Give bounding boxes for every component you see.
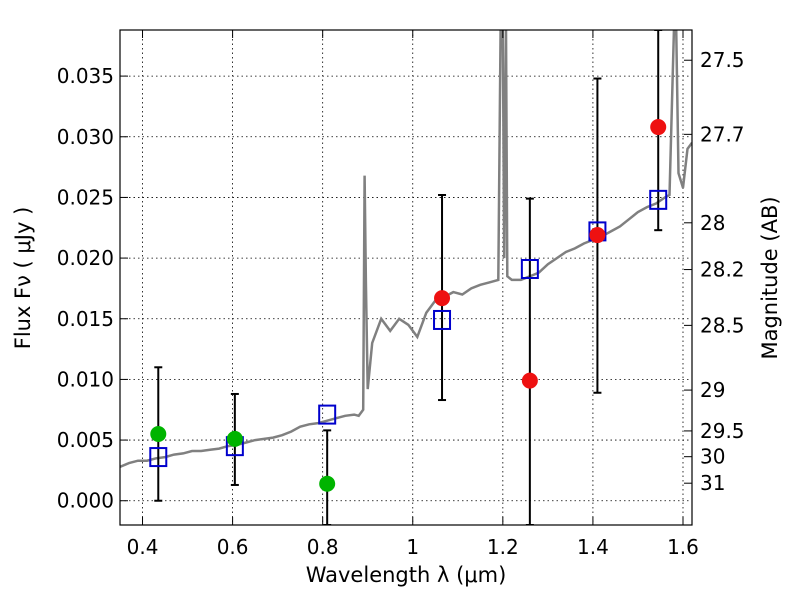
green-point — [150, 426, 167, 443]
y-tick-label: 0.035 — [57, 64, 114, 88]
red-point — [434, 290, 451, 307]
y-tick-label: 0.030 — [57, 125, 114, 149]
spectrum-line — [120, 30, 692, 468]
y2-tick-label: 28 — [700, 211, 725, 235]
x-tick-label: 1.2 — [487, 535, 519, 559]
x-axis-label: Wavelength λ (μm) — [306, 563, 507, 587]
plot-frame — [119, 29, 693, 526]
y-tick-label: 0.025 — [57, 185, 114, 209]
y2-tick-label: 29.5 — [700, 419, 745, 443]
red-point — [650, 119, 667, 136]
y-tick-label: 0.005 — [57, 428, 114, 452]
model-box — [318, 404, 337, 425]
y2-tick-label: 28.5 — [700, 313, 745, 337]
y2-tick-label: 31 — [700, 471, 725, 495]
photometry-points — [150, 119, 667, 492]
y2-tick-label: 28.2 — [700, 258, 745, 282]
y2-axis-label: Magnitude (AB) — [758, 196, 782, 359]
y-tick-label: 0.015 — [57, 307, 114, 331]
y-tick-label: 0.010 — [57, 367, 114, 391]
y-tick-label: 0.000 — [57, 489, 114, 513]
model-box — [149, 447, 168, 468]
plot-area — [120, 30, 692, 525]
green-point — [226, 430, 243, 447]
x-tick-label: 1.6 — [667, 535, 699, 559]
x-tick-label: 0.4 — [127, 535, 159, 559]
y-axis-label: Flux Fν ( μJy ) — [11, 207, 35, 350]
y2-tick-label: 27.7 — [700, 122, 745, 146]
y2-tick-label: 29 — [700, 378, 725, 402]
x-tick-label: 1.4 — [577, 535, 609, 559]
green-point — [319, 475, 336, 492]
y-tick-label: 0.020 — [57, 246, 114, 270]
y2-tick-label: 27.5 — [700, 48, 745, 72]
x-tick-label: 0.8 — [307, 535, 339, 559]
model-boxes — [149, 189, 668, 468]
model-box — [649, 189, 668, 210]
model-box — [433, 309, 452, 330]
x-tick-label: 1 — [406, 535, 419, 559]
grid-lines — [120, 30, 692, 525]
model-box — [520, 259, 539, 280]
error-bars — [154, 30, 663, 525]
axis-ticks: 0.4 0.6 0.8 1 1.2 1.4 1.6 0.000 0.005 0.010 0.015 0… — [57, 30, 745, 559]
y2-tick-label: 30 — [700, 445, 725, 469]
x-tick-label: 0.6 — [217, 535, 249, 559]
red-point — [589, 227, 606, 244]
red-point — [521, 372, 538, 389]
